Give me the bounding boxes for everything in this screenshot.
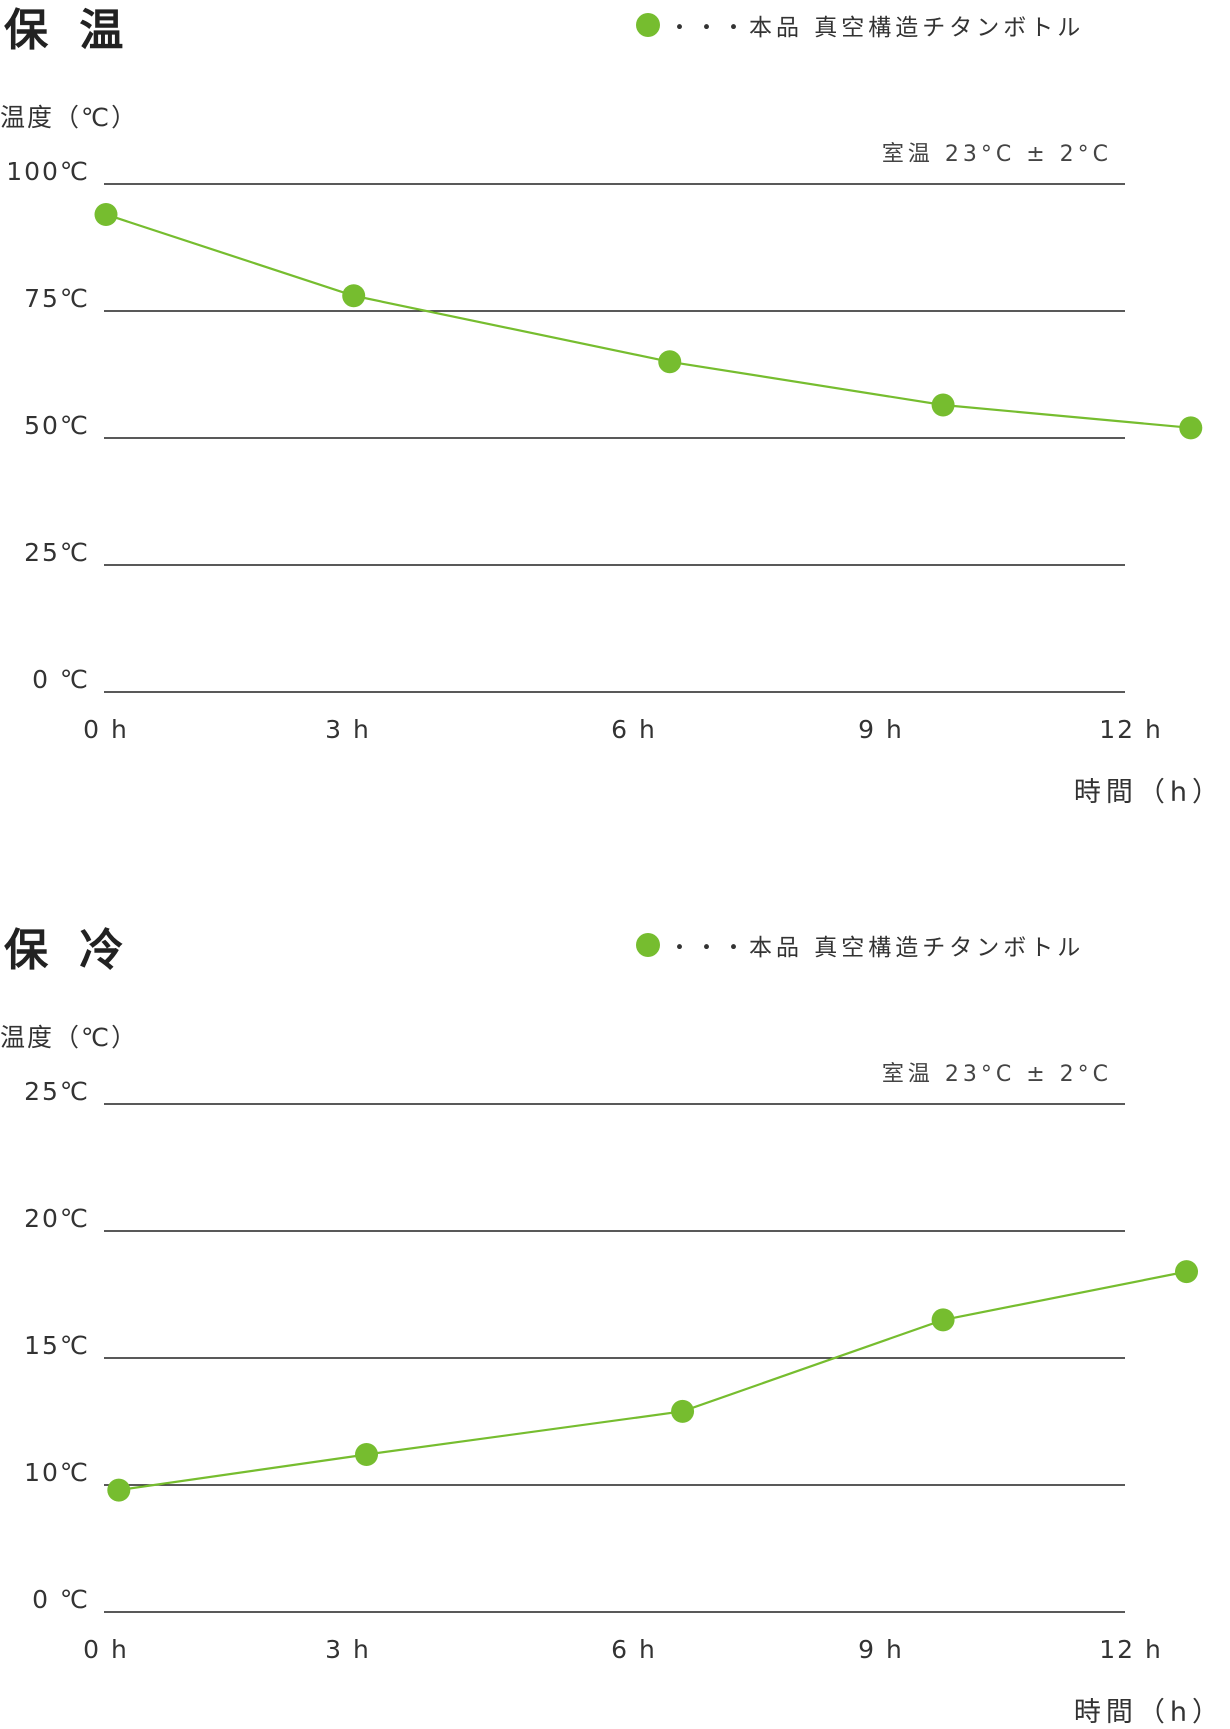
chart-keep-warm: 保 温 ・・・本品 真空構造チタンボトル 温度（℃） 室温 23°C ± 2°C…	[0, 0, 1230, 850]
legend: ・・・本品 真空構造チタンボトル	[636, 928, 1084, 962]
x-tick-label: 3 h	[325, 1635, 371, 1664]
series-line	[118, 1270, 1187, 1492]
data-point	[107, 1478, 131, 1502]
legend: ・・・本品 真空構造チタンボトル	[636, 8, 1084, 42]
x-axis-label: 時間（h）	[1073, 777, 1224, 808]
x-tick-label: 3 h	[325, 715, 371, 744]
data-point	[931, 1308, 955, 1332]
legend-marker-icon	[636, 13, 660, 37]
y-tick-label: 100℃	[6, 157, 90, 186]
data-point	[342, 284, 366, 308]
data-point	[355, 1443, 379, 1467]
x-tick-label: 0 h	[83, 1635, 129, 1664]
x-tick-label: 12 h	[1099, 715, 1163, 744]
y-tick-label: 15℃	[24, 1331, 90, 1360]
x-axis-label: 時間（h）	[1073, 1697, 1224, 1728]
chart-title: 保 温	[4, 5, 132, 56]
room-temperature-note: 室温 23°C ± 2°C	[881, 1062, 1112, 1087]
x-tick-label: 9 h	[858, 1635, 904, 1664]
data-point	[1179, 416, 1203, 440]
chart-keep-cold: 保 冷 ・・・本品 真空構造チタンボトル 温度（℃） 室温 23°C ± 2°C…	[0, 920, 1230, 1728]
legend-label: ・・・本品 真空構造チタンボトル	[668, 935, 1085, 961]
data-point	[94, 202, 118, 226]
y-tick-label: 75℃	[24, 284, 90, 313]
y-tick-label: 25℃	[24, 1077, 90, 1106]
x-tick-label: 6 h	[611, 715, 657, 744]
data-point	[931, 393, 955, 417]
x-tick-label: 6 h	[611, 1635, 657, 1664]
y-axis-label: 温度（℃）	[0, 103, 139, 132]
x-tick-label: 9 h	[858, 715, 904, 744]
series-line	[105, 213, 1191, 429]
data-point	[671, 1399, 695, 1423]
data-point	[658, 350, 682, 374]
x-tick-label: 0 h	[83, 715, 129, 744]
y-tick-label: 20℃	[24, 1204, 90, 1233]
x-tick-label: 12 h	[1099, 1635, 1163, 1664]
y-tick-label: 50℃	[24, 411, 90, 440]
legend-marker-icon	[636, 933, 660, 957]
y-axis-label: 温度（℃）	[0, 1023, 139, 1052]
data-point	[1175, 1260, 1199, 1284]
y-tick-label: 10℃	[24, 1458, 90, 1487]
chart-title: 保 冷	[4, 925, 132, 976]
plot-area: 0 ℃ 10℃ 15℃ 20℃ 25℃ 0 h 3 h 6 h 9 h 12 h	[24, 1077, 1199, 1664]
y-tick-label: 0 ℃	[32, 1585, 90, 1614]
y-tick-label: 25℃	[24, 538, 90, 567]
plot-area: 0 ℃ 25℃ 50℃ 75℃ 100℃ 0 h 3 h 6 h 9 h 12 h	[6, 157, 1203, 744]
y-tick-label: 0 ℃	[32, 665, 90, 694]
legend-label: ・・・本品 真空構造チタンボトル	[668, 15, 1085, 41]
room-temperature-note: 室温 23°C ± 2°C	[881, 142, 1112, 167]
